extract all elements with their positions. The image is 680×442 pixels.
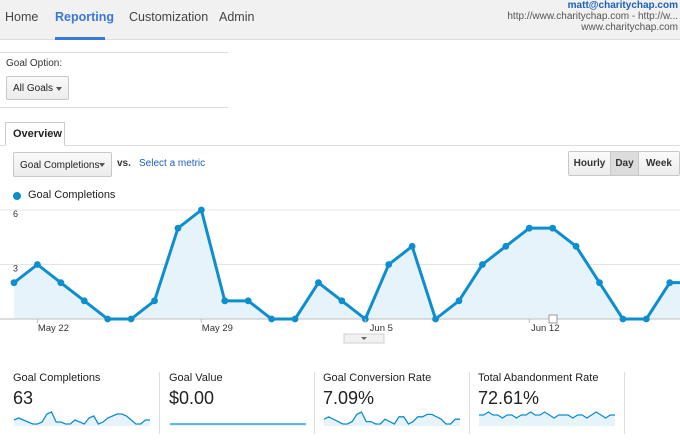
day-button[interactable]: Day bbox=[611, 152, 639, 175]
scorecard-divider bbox=[469, 372, 470, 434]
account-property-urls: http://www.charitychap.com - http://w... bbox=[507, 11, 678, 22]
series-line bbox=[13, 208, 680, 321]
annotation-marker[interactable] bbox=[548, 314, 558, 324]
scorecard-title: Goal Completions bbox=[13, 372, 101, 384]
granularity-toggle: Hourly Day Week bbox=[568, 151, 680, 176]
legend-label: Goal Completions bbox=[28, 189, 116, 201]
hourly-button[interactable]: Hourly bbox=[569, 152, 611, 175]
sparkline bbox=[170, 423, 306, 426]
goal-option-value: All Goals bbox=[13, 83, 54, 94]
data-point[interactable] bbox=[666, 279, 674, 287]
account-email[interactable]: matt@charitychap.com bbox=[567, 0, 678, 11]
divider bbox=[0, 52, 228, 53]
account-property-name: www.charitychap.com bbox=[581, 22, 678, 33]
series-area bbox=[14, 210, 680, 319]
sparkline-line bbox=[13, 411, 150, 425]
data-point[interactable] bbox=[455, 297, 463, 305]
data-point[interactable] bbox=[408, 242, 416, 250]
x-tick-label: Jun 12 bbox=[531, 323, 560, 334]
data-point[interactable] bbox=[57, 279, 65, 287]
nav-admin[interactable]: Admin bbox=[219, 10, 255, 24]
scorecard-value: $0.00 bbox=[169, 388, 215, 408]
data-point[interactable] bbox=[244, 297, 252, 305]
data-point[interactable] bbox=[385, 261, 393, 268]
metric-dropdown-value: Goal Completions bbox=[20, 160, 100, 171]
week-button[interactable]: Week bbox=[639, 152, 679, 175]
data-point[interactable] bbox=[197, 206, 205, 214]
data-point[interactable] bbox=[642, 315, 650, 323]
data-point[interactable] bbox=[338, 297, 346, 305]
data-point[interactable] bbox=[291, 315, 299, 323]
divider bbox=[0, 107, 228, 108]
data-point[interactable] bbox=[549, 224, 557, 232]
goal-option-dropdown[interactable]: All Goals bbox=[6, 76, 69, 100]
nav-home[interactable]: Home bbox=[5, 10, 39, 24]
data-point[interactable] bbox=[10, 279, 18, 287]
account-info[interactable]: matt@charitychap.com http://www.charityc… bbox=[507, 0, 678, 33]
data-point[interactable] bbox=[479, 261, 486, 268]
data-point[interactable] bbox=[268, 315, 276, 323]
x-tick-label: May 22 bbox=[38, 323, 69, 334]
data-point[interactable] bbox=[502, 242, 510, 250]
sparkline bbox=[13, 411, 150, 426]
sparkline-area bbox=[14, 412, 150, 426]
chevron-down-icon bbox=[56, 87, 62, 91]
goal-completions-chart: 6 3 May 22 May 29 Jun 5 Jun 12 bbox=[0, 206, 680, 344]
scorecard-divider bbox=[624, 372, 625, 434]
select-metric-link[interactable]: Select a metric bbox=[139, 158, 206, 169]
scorecard-value: 63 bbox=[13, 388, 34, 408]
metric-dropdown[interactable]: Goal Completions bbox=[13, 152, 112, 177]
chevron-down-icon bbox=[361, 337, 367, 340]
data-point[interactable] bbox=[432, 315, 439, 323]
data-point[interactable] bbox=[174, 224, 182, 232]
goal-option-label: Goal Option: bbox=[6, 58, 63, 69]
data-point[interactable] bbox=[315, 279, 322, 287]
chevron-down-icon bbox=[99, 163, 105, 167]
scorecard-title: Total Abandonment Rate bbox=[478, 372, 599, 384]
scorecard[interactable]: Total Abandonment Rate 72.61% bbox=[478, 372, 618, 434]
scorecard-divider bbox=[159, 372, 160, 434]
y-tick-label: 6 bbox=[13, 209, 18, 219]
nav-reporting[interactable]: Reporting bbox=[55, 10, 115, 24]
scorecard[interactable]: Goal Value $0.00 bbox=[169, 372, 309, 434]
annotations-drawer-toggle[interactable] bbox=[343, 333, 385, 344]
sparkline-line bbox=[479, 411, 615, 419]
nav-customization[interactable]: Customization bbox=[129, 10, 209, 24]
x-tick-label: May 29 bbox=[202, 323, 233, 334]
legend-marker bbox=[13, 192, 21, 200]
sparkline bbox=[323, 411, 460, 426]
sparkline bbox=[479, 411, 615, 426]
vs-label: vs. bbox=[117, 158, 131, 169]
data-point[interactable] bbox=[596, 279, 603, 287]
data-point[interactable] bbox=[221, 297, 229, 305]
active-tab-indicator bbox=[55, 37, 105, 40]
data-point[interactable] bbox=[619, 315, 627, 323]
data-point[interactable] bbox=[80, 297, 88, 305]
x-tick-label: Jun 5 bbox=[370, 323, 393, 334]
data-point[interactable] bbox=[104, 315, 112, 323]
scorecard-title: Goal Value bbox=[169, 372, 223, 384]
scorecard-title: Goal Conversion Rate bbox=[323, 372, 432, 384]
sparkline-line bbox=[323, 411, 460, 425]
data-point[interactable] bbox=[151, 297, 158, 305]
scorecard[interactable]: Goal Completions 63 bbox=[13, 372, 153, 434]
data-point[interactable] bbox=[34, 261, 41, 268]
top-nav-bar: Home Reporting Customization Admin matt@… bbox=[0, 0, 680, 40]
scorecard-divider bbox=[314, 372, 315, 434]
scorecard-value: 72.61% bbox=[478, 388, 540, 408]
data-point[interactable] bbox=[127, 315, 135, 323]
tab-baseline bbox=[0, 145, 680, 146]
tab-overview[interactable]: Overview bbox=[5, 122, 65, 146]
scorecard[interactable]: Goal Conversion Rate 7.09% bbox=[323, 372, 463, 434]
y-tick-label: 3 bbox=[13, 264, 18, 274]
data-point[interactable] bbox=[525, 224, 533, 232]
scorecard-value: 7.09% bbox=[323, 388, 375, 408]
data-point[interactable] bbox=[572, 242, 580, 250]
